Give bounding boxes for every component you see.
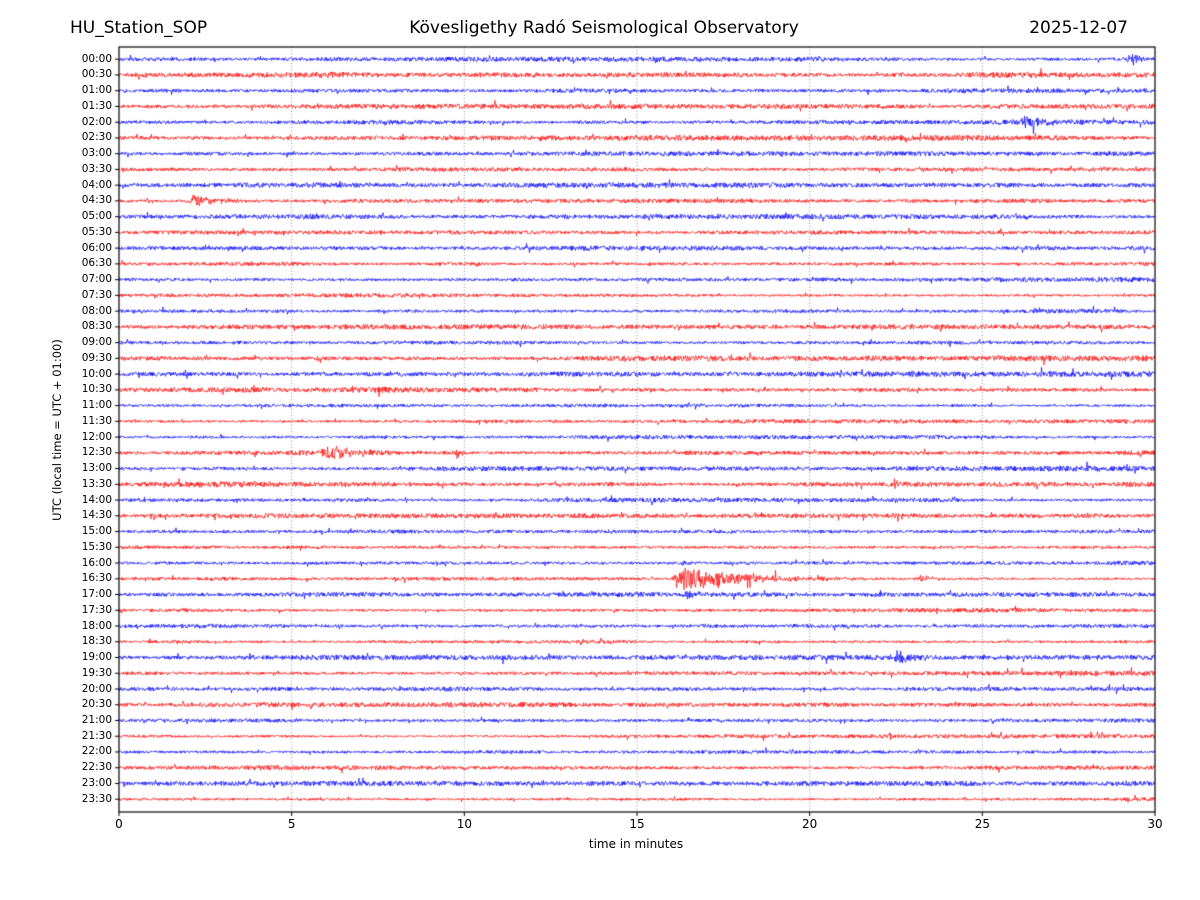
y-tick-label: 21:00: [81, 713, 112, 726]
y-tick-label: 14:00: [81, 493, 112, 506]
y-tick-label: 05:30: [81, 225, 112, 238]
x-tick-label: 30: [1147, 817, 1163, 831]
x-tick-label: 5: [287, 817, 296, 831]
y-tick-label: 17:30: [81, 603, 112, 616]
y-tick-label: 18:30: [81, 635, 112, 648]
y-tick-label: 23:00: [81, 776, 112, 789]
y-tick-label: 05:00: [81, 210, 112, 223]
y-tick-label: 02:00: [81, 115, 112, 128]
y-tick-label: 18:00: [81, 619, 112, 632]
y-tick-label: 22:30: [81, 761, 112, 774]
y-tick-label: 11:30: [81, 414, 112, 427]
y-tick-label: 01:00: [81, 84, 112, 97]
y-tick-label: 19:30: [81, 666, 112, 679]
y-tick-label: 06:30: [81, 257, 112, 270]
y-tick-label: 07:30: [81, 288, 112, 301]
y-tick-label: 01:30: [81, 99, 112, 112]
y-tick-label: 19:00: [81, 651, 112, 663]
y-tick-label: 16:30: [81, 572, 112, 585]
y-tick-label: 10:00: [81, 367, 112, 380]
y-tick-label: 23:30: [81, 792, 112, 805]
y-tick-label: 16:00: [81, 556, 112, 569]
y-tick-label: 07:00: [81, 273, 112, 286]
y-tick-label: 04:30: [81, 194, 112, 207]
y-tick-label: 04:00: [81, 178, 112, 191]
y-tick-label: 13:30: [81, 477, 112, 490]
y-tick-label: 08:00: [81, 304, 112, 317]
x-tick-label: 25: [974, 817, 990, 831]
y-tick-label: 08:30: [81, 320, 112, 333]
y-tick-label: 02:30: [81, 131, 112, 144]
y-tick-label: 06:00: [81, 241, 112, 254]
y-tick-label: 00:00: [81, 52, 112, 65]
x-tick-label: 20: [802, 817, 818, 831]
x-tick-label: 10: [456, 817, 472, 831]
y-tick-label: 17:00: [81, 588, 112, 601]
y-tick-label: 21:30: [81, 729, 112, 742]
y-tick-label: 14:30: [81, 509, 112, 522]
y-tick-label: 22:00: [81, 745, 112, 758]
y-tick-label: 10:30: [81, 383, 112, 396]
y-tick-label: 03:00: [81, 147, 112, 160]
y-tick-label: 13:00: [81, 462, 112, 475]
y-tick-label: 09:30: [81, 351, 112, 364]
y-tick-label: 09:00: [81, 336, 112, 349]
y-tick-label: 12:30: [81, 446, 112, 459]
y-tick-label: 15:00: [81, 525, 112, 538]
y-tick-label: 00:30: [81, 68, 112, 81]
y-tick-label: 03:30: [81, 162, 112, 175]
y-tick-label: 20:00: [81, 682, 112, 695]
y-tick-label: 20:30: [81, 698, 112, 711]
y-tick-label: 11:00: [81, 399, 112, 412]
x-tick-label: 0: [115, 817, 123, 831]
y-tick-label: 12:00: [81, 430, 112, 443]
x-tick-label: 15: [629, 817, 645, 831]
y-tick-label: 15:30: [81, 540, 112, 553]
